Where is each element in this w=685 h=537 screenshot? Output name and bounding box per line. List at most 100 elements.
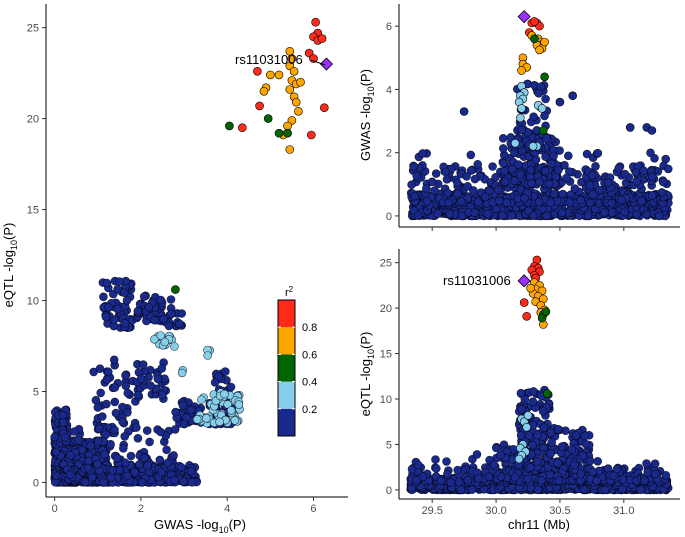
gwas-bg-point — [546, 198, 555, 207]
eqtl-points — [406, 255, 673, 495]
scatter-bg-point — [109, 315, 119, 325]
eqtl-x-tick-label: 30.0 — [485, 505, 506, 517]
scatter-bg-point — [146, 381, 155, 391]
scatter-bg-point — [110, 397, 120, 407]
gwas-bg-point — [565, 198, 575, 207]
gwas-ld-point — [540, 37, 549, 47]
scatter-y-tick-label: 0 — [33, 477, 39, 489]
scatter-ld-point — [311, 17, 320, 27]
eqtl-bg-point — [571, 431, 581, 440]
scatter-bg-point — [74, 436, 83, 445]
scatter-y-title-paren: (P) — [1, 223, 16, 240]
r2-legend: r2 0.80.60.40.2 — [277, 285, 317, 437]
gwas-bg-point — [499, 167, 509, 176]
scatter-bg-point — [130, 467, 139, 477]
scatter-bg-point — [99, 292, 108, 302]
eqtl-bg-point — [516, 431, 526, 440]
scatter-bg-point — [51, 471, 61, 481]
scatter-bg-point — [230, 416, 240, 425]
scatter-bg-point — [51, 447, 61, 457]
eqtl-bg-point — [576, 469, 585, 479]
gwas-bg-point — [585, 198, 595, 208]
gwas-bg-point — [614, 163, 624, 173]
scatter-ld-point — [265, 70, 275, 80]
gwas-bg-point — [498, 134, 508, 143]
scatter-ld-point — [259, 87, 269, 96]
scatter-bg-point — [122, 296, 132, 305]
gwas-bg-point — [500, 177, 510, 186]
eqtl-bg-point — [446, 478, 456, 487]
scatter-bg-point — [93, 403, 103, 412]
scatter-ld-point — [306, 130, 316, 140]
eqtl-x-tick-label: 30.5 — [549, 505, 570, 517]
scatter-bg-point — [121, 371, 130, 380]
gwas-bg-point — [534, 89, 544, 98]
scatter-bg-point — [178, 400, 188, 410]
gwas-bg-point — [591, 162, 600, 171]
eqtl-y-tick-label: 10 — [380, 394, 392, 406]
scatter-bg-point — [177, 309, 186, 318]
scatter-bg-point — [145, 437, 154, 447]
eqtl-y-title-sub: 10 — [366, 349, 376, 359]
scatter-bg-point — [169, 451, 178, 460]
gwas-bg-point — [654, 211, 664, 221]
gwas-bg-point — [412, 171, 421, 181]
eqtl-bg-point — [484, 472, 494, 482]
eqtl-bg-point — [554, 476, 564, 486]
gwas-y-tick-label: 6 — [386, 21, 392, 33]
legend-color-segment — [278, 381, 295, 409]
gwas-bg-point — [663, 164, 673, 174]
gwas-bg-point — [558, 189, 568, 199]
scatter-x-tick-label: 0 — [52, 503, 58, 515]
gwas-bg-point — [507, 211, 516, 220]
eqtl-bg-point — [510, 473, 520, 482]
scatter-bg-point — [159, 314, 168, 324]
gwas-bg-point — [647, 172, 657, 182]
eqtl-bg-point — [547, 438, 557, 447]
scatter-y-tick-label: 25 — [27, 23, 39, 35]
scatter-ld-point — [291, 97, 301, 107]
eqtl-bg-point — [491, 443, 501, 453]
scatter-bg-point — [99, 478, 108, 487]
eqtl-bg-point — [651, 469, 660, 479]
scatter-ld-point — [274, 128, 284, 138]
scatter-bg-point — [60, 433, 70, 442]
scatter-ld-point — [289, 67, 299, 76]
gwas-ld-point — [555, 97, 565, 107]
eqtl-ld-point — [542, 389, 552, 398]
eqtl-bg-point — [533, 430, 542, 440]
gwas-bg-point — [442, 175, 452, 184]
scatter-bg-point — [108, 465, 117, 475]
gwas-bg-point — [563, 151, 573, 161]
eqtl-y-title-main: eQTL -log — [358, 359, 373, 416]
scatter-bg-point — [157, 467, 166, 477]
eqtl-bg-point — [650, 459, 660, 469]
scatter-bg-point — [133, 306, 143, 316]
scatter-bg-point — [96, 388, 105, 398]
gwas-bg-point — [431, 169, 441, 178]
scatter-y-title-sub: 10 — [9, 240, 19, 250]
eqtl-bg-point — [472, 450, 482, 459]
scatter-y-tick-label: 10 — [27, 296, 39, 308]
gwas-bg-point — [498, 144, 508, 153]
gwas-bg-point — [658, 177, 668, 187]
scatter-bg-point — [186, 466, 196, 476]
gwas-ld-point — [540, 72, 549, 82]
scatter-bg-point — [120, 432, 129, 441]
scatter-bg-point — [121, 458, 130, 468]
eqtl-bg-point — [642, 459, 651, 468]
gwas-y-tick-label: 4 — [386, 84, 392, 96]
gwas-bg-point — [588, 190, 598, 199]
gwas-bg-point — [540, 166, 550, 176]
gwas-bg-point — [620, 207, 630, 217]
scatter-x-title-paren: (P) — [229, 517, 246, 532]
scatter-x-title-main: GWAS -log — [154, 517, 219, 532]
gwas-bg-point — [657, 188, 667, 197]
gwas-ld-point — [538, 126, 548, 135]
gwas-bg-point — [541, 152, 550, 161]
eqtl-bg-point — [463, 475, 473, 485]
eqtl-bg-point — [411, 476, 421, 485]
scatter-bg-point — [100, 449, 110, 459]
gwas-bg-point — [443, 188, 453, 198]
